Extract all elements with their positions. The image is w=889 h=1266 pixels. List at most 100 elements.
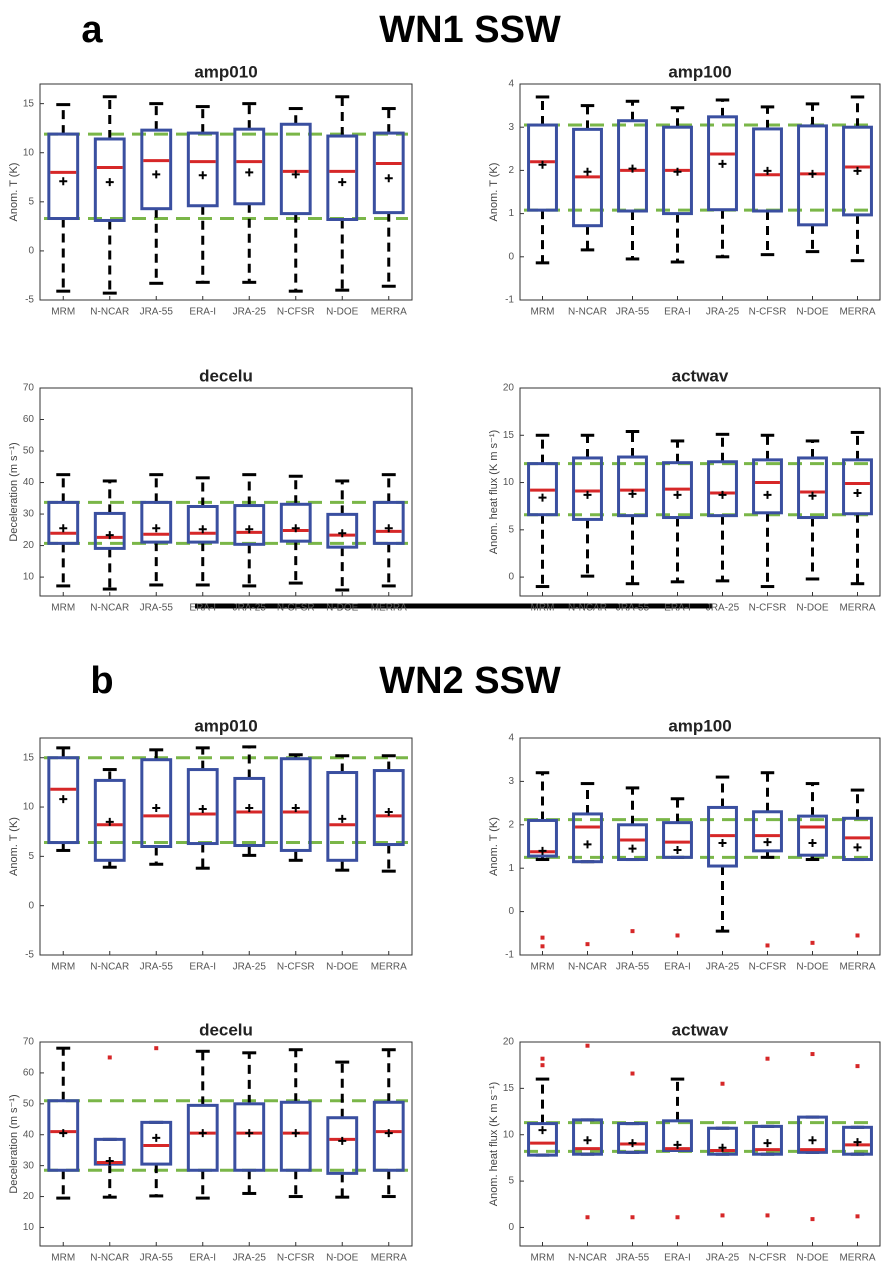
x-tick-label: ERA-I [189, 603, 216, 614]
x-tick-label: MRM [531, 962, 555, 973]
box [752, 810, 783, 853]
x-tick-label: N-NCAR [568, 1253, 607, 1261]
mean-marker [291, 170, 300, 179]
mean-marker [538, 160, 547, 169]
y-tick-label: -5 [25, 950, 34, 961]
x-tick-label: N-NCAR [90, 962, 129, 973]
x-tick-label: N-CFSR [749, 1253, 787, 1261]
outlier [107, 1055, 112, 1060]
mean-marker [105, 817, 114, 826]
mean-marker [538, 1126, 547, 1135]
x-tick-label: MERRA [839, 603, 875, 614]
x-tick-label: N-DOE [796, 603, 829, 614]
x-tick-label: JRA-55 [616, 603, 650, 614]
y-tick-label: -1 [505, 295, 514, 306]
panel-letter: a [81, 9, 103, 51]
mean-marker [808, 839, 817, 848]
mean-marker [583, 1136, 592, 1145]
mean-marker [152, 1133, 161, 1142]
x-tick-label: MERRA [371, 307, 407, 318]
x-tick-label: ERA-I [664, 307, 691, 318]
box [372, 1100, 405, 1172]
mean-marker [198, 1129, 207, 1138]
y-tick-label: 0 [508, 572, 514, 583]
outlier [810, 940, 815, 945]
x-tick-label: MERRA [839, 307, 875, 318]
outlier [585, 942, 590, 947]
x-tick-label: N-NCAR [568, 307, 607, 318]
box [233, 127, 266, 206]
x-tick-label: ERA-I [664, 962, 691, 973]
box [279, 502, 312, 543]
y-tick-label: 50 [23, 1098, 35, 1109]
x-tick-label: JRA-55 [140, 1253, 174, 1261]
outlier [630, 1215, 635, 1220]
mean-marker [338, 814, 347, 823]
box [707, 460, 738, 518]
y-tick-label: 4 [508, 79, 514, 90]
y-tick-label: 3 [508, 776, 514, 787]
mean-marker [673, 490, 682, 499]
box [617, 1122, 648, 1154]
mean-marker [718, 839, 727, 848]
mean-marker [59, 524, 68, 533]
outlier [810, 1217, 815, 1222]
box [842, 458, 873, 516]
y-tick-label: 60 [23, 414, 35, 425]
plot-title: amp100 [668, 62, 731, 81]
mean-marker [718, 159, 727, 168]
mean-marker [538, 493, 547, 502]
y-axis-label: Anom. heat flux (K m s⁻¹) [488, 430, 500, 554]
x-tick-label: JRA-25 [233, 962, 267, 973]
x-tick-label: MERRA [371, 962, 407, 973]
outlier [765, 1213, 770, 1218]
box [662, 821, 693, 859]
x-tick-label: N-CFSR [749, 962, 787, 973]
mean-marker [808, 169, 817, 178]
box [140, 1120, 173, 1166]
x-tick-label: MRM [531, 1253, 555, 1261]
y-axis-label: Anom. T (K) [488, 817, 500, 876]
y-tick-label: 2 [508, 165, 514, 176]
mean-marker [59, 795, 68, 804]
box [842, 125, 873, 217]
mean-marker [583, 490, 592, 499]
section-title: WN2 SSW [379, 660, 561, 702]
section-title: WN1 SSW [379, 9, 561, 51]
y-tick-label: 70 [23, 383, 35, 394]
mean-marker [245, 1129, 254, 1138]
box [572, 127, 603, 228]
plot-title: decelu [199, 1020, 253, 1039]
x-tick-label: N-CFSR [749, 603, 787, 614]
plot-frame [519, 83, 881, 301]
outlier [540, 935, 545, 940]
y-tick-label: -1 [505, 950, 514, 961]
box [527, 462, 558, 517]
outlier [154, 1046, 159, 1051]
y-tick-label: 4 [508, 733, 514, 744]
mean-marker [152, 524, 161, 533]
mean-marker [853, 843, 862, 852]
x-tick-label: MRM [51, 1253, 75, 1261]
mean-marker [763, 838, 772, 847]
mean-marker [718, 1143, 727, 1152]
box [372, 131, 405, 215]
x-tick-label: N-NCAR [568, 962, 607, 973]
y-tick-label: 40 [23, 1129, 35, 1140]
x-tick-label: JRA-25 [233, 307, 267, 318]
x-tick-label: N-NCAR [568, 603, 607, 614]
outlier [630, 929, 635, 934]
y-tick-label: 0 [508, 251, 514, 262]
x-tick-label: MERRA [371, 603, 407, 614]
y-axis-label: Deceleration (m s⁻¹) [8, 442, 20, 541]
box [233, 776, 266, 848]
y-tick-label: 15 [23, 98, 35, 109]
mean-marker [291, 1129, 300, 1138]
box [47, 500, 80, 545]
y-tick-label: 15 [503, 430, 515, 441]
box [662, 125, 693, 216]
mean-marker [763, 166, 772, 175]
x-tick-label: MRM [51, 962, 75, 973]
mean-marker [718, 490, 727, 499]
mean-marker [853, 166, 862, 175]
